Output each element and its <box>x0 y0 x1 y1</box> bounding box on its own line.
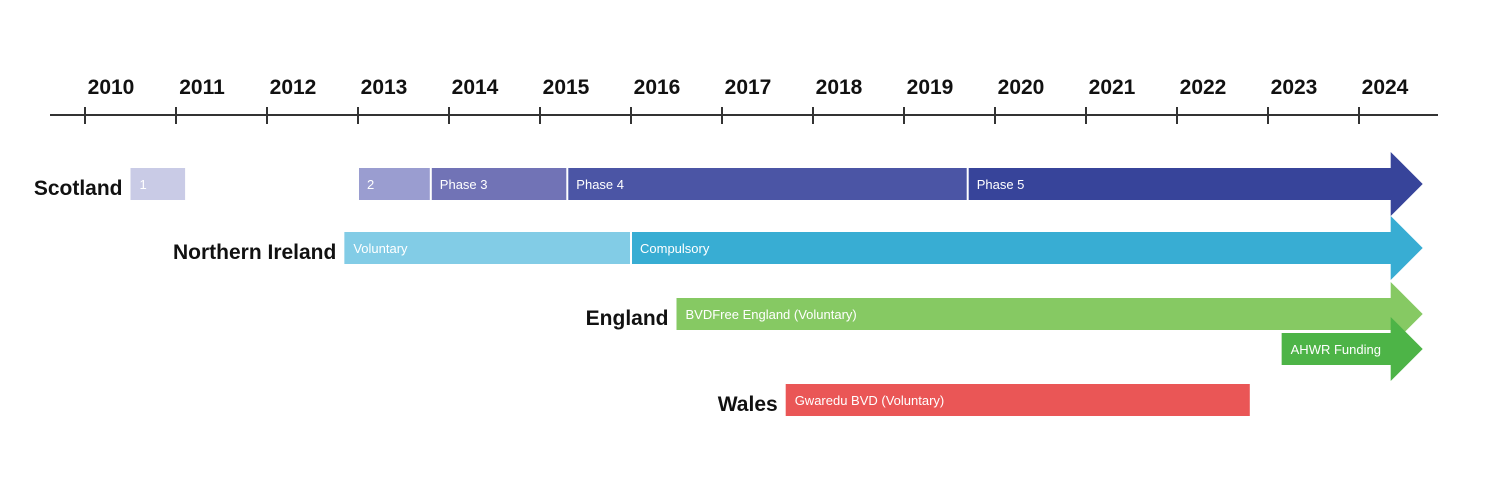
row-ahwr-funding: AHWR Funding <box>1281 317 1423 381</box>
year-label-2010: 2010 <box>88 76 135 99</box>
year-label-2020: 2020 <box>998 76 1045 99</box>
region-label: Wales <box>718 393 778 416</box>
segment-label: BVDFree England (Voluntary) <box>686 307 857 322</box>
segment-label: Voluntary <box>353 241 408 256</box>
region-label: England <box>586 307 669 330</box>
year-label-2016: 2016 <box>634 76 681 99</box>
year-label-2018: 2018 <box>816 76 863 99</box>
segment-bar <box>344 232 631 264</box>
row-england: England BVDFree England (Voluntary) <box>586 282 1423 346</box>
region-label: Northern Ireland <box>173 241 336 264</box>
segment-label: Phase 3 <box>440 177 488 192</box>
row-northern-ireland: Northern Ireland Voluntary Compulsory <box>173 216 1423 280</box>
row-scotland: Scotland 1 2 Phase 3 Phase 4 Phase 5 <box>34 152 1423 216</box>
year-label-2012: 2012 <box>270 76 317 99</box>
year-label-2023: 2023 <box>1271 76 1318 99</box>
segment-bar <box>785 384 1250 416</box>
year-label-2024: 2024 <box>1362 76 1409 99</box>
segment-arrow <box>631 216 1423 280</box>
year-label-2021: 2021 <box>1089 76 1136 99</box>
segment-arrow <box>967 152 1423 216</box>
segment-label: Gwaredu BVD (Voluntary) <box>795 393 945 408</box>
year-label-2013: 2013 <box>361 76 408 99</box>
segment-bar <box>430 168 568 200</box>
segment-label: Compulsory <box>640 241 710 256</box>
segment-bar <box>567 168 968 200</box>
year-label-2015: 2015 <box>543 76 590 99</box>
segment-arrow <box>676 282 1423 346</box>
segment-label: 1 <box>140 177 147 192</box>
timeline-rows: Scotland 1 2 Phase 3 Phase 4 Phase 5 Northern … <box>34 152 1423 416</box>
segment-label: 2 <box>367 177 374 192</box>
year-label-2014: 2014 <box>452 76 499 99</box>
segment-arrow <box>1281 317 1423 381</box>
segment-label: Phase 4 <box>576 177 624 192</box>
region-label: Scotland <box>34 177 123 200</box>
segment-bar <box>130 168 186 200</box>
segment-label: AHWR Funding <box>1291 342 1381 357</box>
year-label-2011: 2011 <box>179 76 225 99</box>
year-label-2017: 2017 <box>725 76 772 99</box>
row-wales: Wales Gwaredu BVD (Voluntary) <box>718 384 1250 416</box>
segment-bar <box>358 168 431 200</box>
year-ticks: 2010 2011 2012 2013 2014 2015 2016 2017 2018 2019… <box>84 76 1409 124</box>
year-label-2019: 2019 <box>907 76 954 99</box>
year-label-2022: 2022 <box>1180 76 1227 99</box>
segment-label: Phase 5 <box>977 177 1025 192</box>
